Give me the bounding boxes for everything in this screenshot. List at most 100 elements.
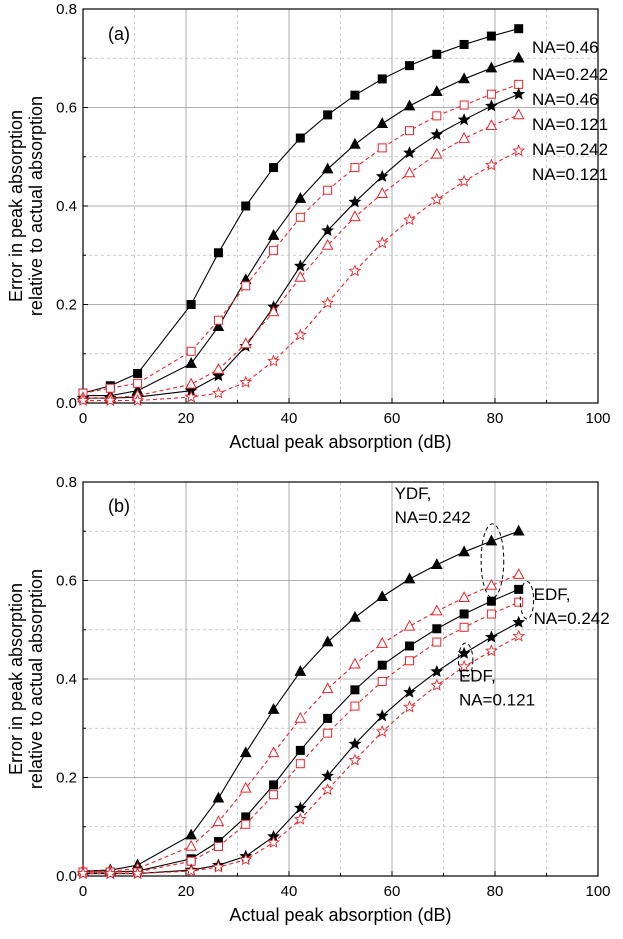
data-point bbox=[212, 386, 225, 399]
data-point bbox=[485, 158, 498, 171]
data-point bbox=[512, 108, 525, 120]
gridlines bbox=[83, 482, 598, 876]
x-tick-label: 40 bbox=[281, 883, 298, 900]
data-point bbox=[133, 378, 143, 388]
data-point bbox=[514, 584, 524, 594]
data-point bbox=[403, 685, 416, 698]
data-point bbox=[430, 85, 443, 97]
data-point bbox=[267, 228, 280, 240]
data-point bbox=[293, 812, 307, 825]
data-point bbox=[376, 187, 389, 198]
data-point bbox=[186, 346, 196, 356]
series-label: NA=0.46 bbox=[532, 90, 599, 109]
y-tick-label: 0.4 bbox=[56, 671, 77, 688]
data-point bbox=[293, 328, 307, 341]
data-point bbox=[485, 644, 498, 657]
series-label: NA=0.121 bbox=[532, 115, 608, 134]
data-point bbox=[485, 578, 498, 590]
data-point bbox=[403, 166, 416, 178]
data-point bbox=[321, 635, 334, 647]
data-point bbox=[350, 163, 360, 173]
data-point bbox=[321, 238, 334, 250]
data-point bbox=[295, 759, 305, 769]
annotation-ellipse bbox=[480, 523, 505, 599]
chart-panel-b: 0 20 40 60 80 100 0.0 0.2 0.4 0.6 0.8 Actual peak a… bbox=[6, 474, 611, 925]
data-point bbox=[459, 622, 469, 632]
data-point bbox=[403, 619, 416, 631]
data-point bbox=[486, 609, 496, 619]
data-point bbox=[212, 362, 225, 374]
data-point bbox=[269, 780, 279, 790]
data-point bbox=[376, 117, 389, 129]
data-point bbox=[76, 393, 90, 406]
x-tick-label: 20 bbox=[178, 883, 195, 900]
data-point bbox=[212, 320, 225, 331]
data-point bbox=[185, 357, 197, 368]
data-point bbox=[512, 615, 526, 628]
annotation-ellipse bbox=[457, 642, 474, 679]
data-point bbox=[131, 393, 144, 406]
series-line bbox=[82, 530, 519, 872]
series-label: NA=0.242 bbox=[532, 65, 608, 84]
x-axis-label: Actual peak absorption (dB) bbox=[229, 432, 451, 452]
annotation-text: YDF, bbox=[395, 484, 432, 503]
y-tick-label: 0.0 bbox=[56, 395, 77, 412]
y-axis-label-line-1: Error in peak absorption bbox=[6, 110, 26, 302]
data-point bbox=[295, 212, 305, 222]
annotation-text: EDF, bbox=[534, 585, 571, 604]
y-tick-label: 0.4 bbox=[56, 198, 77, 215]
data-point bbox=[403, 99, 416, 111]
data-point bbox=[430, 664, 444, 678]
data-point bbox=[459, 39, 469, 49]
annotation-ellipse bbox=[519, 580, 535, 620]
data-point bbox=[377, 660, 387, 670]
data-point bbox=[239, 337, 252, 349]
data-point bbox=[293, 259, 307, 272]
data-point bbox=[348, 753, 362, 766]
series-line bbox=[83, 574, 519, 872]
data-point bbox=[485, 119, 498, 131]
series-4 bbox=[78, 597, 524, 877]
data-point bbox=[430, 127, 444, 140]
series-3 bbox=[78, 79, 524, 398]
y-tick-label: 0.6 bbox=[56, 573, 77, 590]
data-point bbox=[323, 110, 333, 120]
data-point bbox=[432, 49, 442, 59]
data-point bbox=[350, 685, 360, 695]
y-tick-label: 0.2 bbox=[56, 770, 77, 787]
data-point bbox=[403, 572, 416, 584]
data-point bbox=[403, 213, 416, 226]
data-point bbox=[103, 866, 117, 879]
data-point bbox=[241, 281, 251, 291]
data-point bbox=[267, 746, 280, 758]
data-point bbox=[430, 604, 443, 616]
series-6 bbox=[76, 629, 526, 879]
data-point bbox=[241, 201, 251, 211]
data-point bbox=[133, 368, 143, 378]
data-point bbox=[212, 815, 225, 827]
data-point bbox=[321, 783, 334, 796]
y-axis-label-line-2: relative to actual absorption bbox=[26, 569, 46, 789]
data-point bbox=[267, 354, 280, 367]
y-tick-label: 0.0 bbox=[56, 868, 77, 885]
data-point bbox=[405, 126, 415, 136]
series-label: NA=0.121 bbox=[532, 165, 608, 184]
series-2 bbox=[77, 51, 525, 400]
series-2 bbox=[77, 568, 525, 876]
data-point bbox=[323, 728, 333, 738]
data-point bbox=[376, 636, 389, 648]
data-point bbox=[294, 270, 307, 282]
data-point bbox=[184, 864, 198, 877]
data-point bbox=[321, 223, 334, 237]
data-point bbox=[486, 31, 496, 41]
series-5 bbox=[76, 615, 526, 879]
series-line bbox=[83, 635, 519, 875]
panel-label: (a) bbox=[108, 24, 130, 44]
data-point bbox=[375, 725, 389, 738]
annotation-text: NA=0.242 bbox=[534, 609, 610, 628]
data-point bbox=[321, 162, 334, 174]
data-point bbox=[349, 137, 361, 149]
data-point bbox=[348, 737, 362, 750]
data-point bbox=[375, 169, 389, 182]
